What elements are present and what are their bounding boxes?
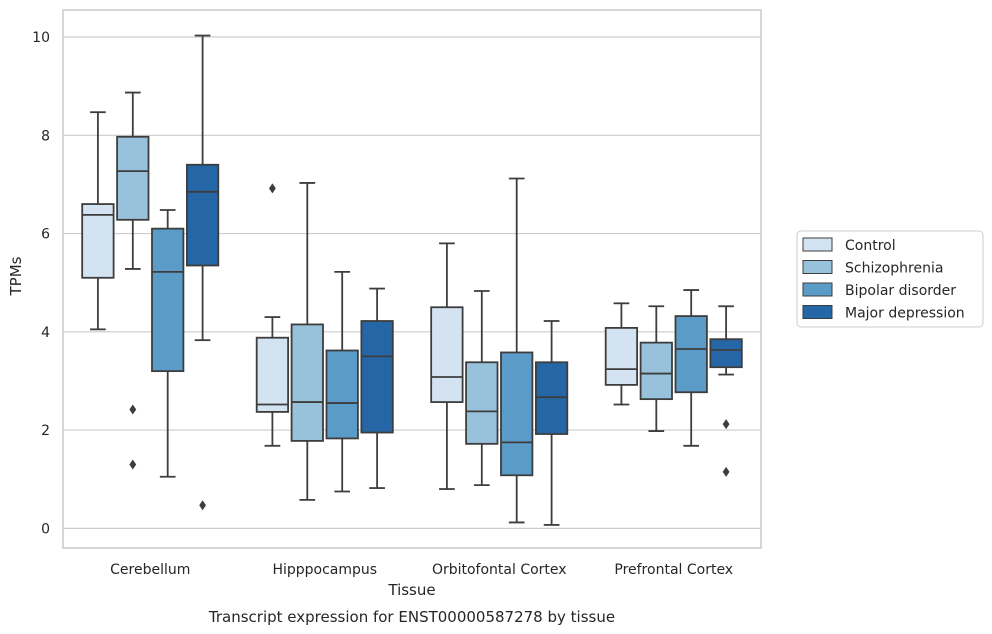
box [185,163,220,267]
legend-label: Major depression [845,306,965,322]
box-group [360,287,394,489]
box [465,361,499,445]
x-tick-label: Prefrontal Cortex [614,562,733,578]
box-group [674,289,708,447]
box [674,315,708,394]
box [430,306,464,403]
box [639,341,673,401]
box-group [604,302,639,406]
box [116,135,150,221]
y-tick-label: 0 [41,521,50,537]
box [255,336,290,413]
x-tick-label: Hipppocampus [272,562,377,578]
box [534,361,569,435]
legend-frame [796,230,984,328]
outlier-point [722,419,730,430]
box-group [465,290,499,487]
legend-label: Bipolar disorder [845,283,956,299]
box [500,351,534,477]
x-axis-label: Tissue [387,581,435,599]
box-group [81,111,115,331]
legend-swatch [802,237,833,252]
legend-swatch [802,305,833,319]
outlier-point [722,466,730,477]
box [325,349,359,440]
x-tick-label: Orbitofontal Cortex [432,562,567,578]
y-tick-label: 6 [41,227,50,243]
box-group [185,34,220,511]
box-group [290,182,324,501]
box-group [709,305,743,477]
outlier-point [129,459,137,470]
box [151,227,185,373]
legend-label: Control [845,238,896,254]
y-tick-label: 8 [41,128,50,144]
outlier-point [129,404,137,415]
figure-caption: Transcript expression for ENST0000058727… [208,608,615,626]
y-tick-label: 10 [32,30,50,46]
x-tick-labels: Cerebellum Hipppocampus Orbitofontal Corte… [110,562,733,578]
legend-label: Schizophrenia [845,261,943,277]
box-layer [81,34,743,526]
box-group [325,270,359,493]
box-group [151,209,185,478]
x-tick-label: Cerebellum [110,562,190,578]
box [81,203,115,279]
box [360,320,394,434]
legend: Control Schizophrenia Bipolar disorder Majo… [796,230,984,328]
legend-swatch [802,282,833,297]
box-group [255,183,290,447]
box-group [430,242,464,490]
box [290,323,324,442]
box [709,338,743,369]
y-axis-label: TPMs [7,256,25,296]
box-group [639,305,673,432]
legend-swatch [802,260,833,274]
y-tick-labels: 0 2 4 6 8 10 [32,30,50,537]
outlier-point [269,183,276,194]
outlier-point [199,500,206,511]
box [604,326,639,386]
box-group [534,320,569,526]
y-tick-label: 4 [41,325,50,341]
plot-frame [62,9,762,549]
box-group [500,177,534,524]
y-tick-label: 2 [41,423,50,439]
box-group [116,91,150,470]
